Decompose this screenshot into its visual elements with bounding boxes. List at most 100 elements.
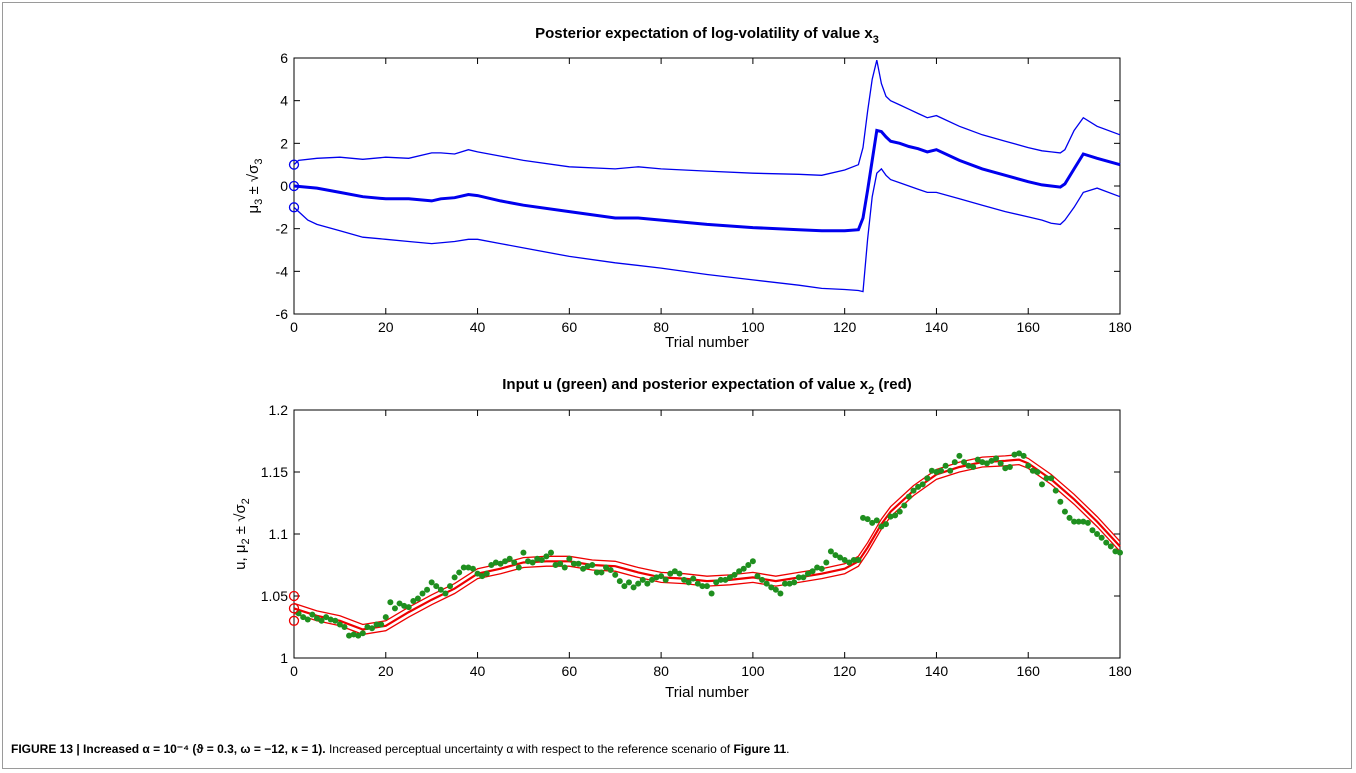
input-point bbox=[603, 564, 610, 571]
input-point bbox=[515, 564, 522, 571]
input-point bbox=[671, 568, 678, 575]
input-point bbox=[873, 517, 880, 524]
input-point bbox=[589, 562, 596, 568]
bottom-x-tick-label: 120 bbox=[833, 663, 857, 679]
input-point bbox=[905, 493, 912, 500]
input-point bbox=[855, 557, 862, 564]
top-x-tick-label: 180 bbox=[1108, 319, 1132, 335]
input-point bbox=[506, 555, 513, 562]
input-point bbox=[538, 557, 545, 564]
input-point bbox=[1006, 464, 1013, 471]
input-point bbox=[566, 555, 573, 562]
input-point bbox=[639, 576, 646, 583]
input-point bbox=[928, 467, 935, 474]
input-point bbox=[580, 565, 587, 572]
figure-caption: FIGURE 13 | Increased α = 10⁻⁴ (ϑ = 0.3,… bbox=[11, 742, 789, 756]
input-point bbox=[887, 513, 894, 520]
input-point bbox=[993, 455, 1000, 462]
input-point bbox=[313, 615, 320, 622]
bottom-x-tick-label: 0 bbox=[290, 663, 298, 679]
input-point bbox=[951, 459, 958, 466]
input-point bbox=[1084, 519, 1091, 526]
input-point bbox=[736, 568, 743, 575]
input-point bbox=[749, 558, 756, 565]
input-point bbox=[759, 576, 766, 583]
input-point bbox=[570, 560, 577, 567]
input-point bbox=[837, 554, 844, 561]
bottom-x-tick-label: 80 bbox=[653, 663, 669, 679]
input-point bbox=[419, 590, 426, 597]
input-point bbox=[1117, 549, 1123, 556]
input-point bbox=[1043, 475, 1050, 482]
input-point bbox=[1011, 451, 1018, 458]
input-point bbox=[1098, 534, 1105, 541]
bottom-plot-area bbox=[293, 409, 1121, 659]
bottom-x-tick-label: 180 bbox=[1108, 663, 1132, 679]
input-point bbox=[974, 456, 981, 463]
input-point bbox=[800, 574, 807, 581]
input-point bbox=[575, 560, 582, 567]
input-point bbox=[391, 605, 398, 612]
input-point bbox=[938, 467, 945, 474]
input-point bbox=[469, 565, 476, 572]
input-point bbox=[1020, 452, 1027, 459]
bottom-chart-title: Input u (green) and posterior expectatio… bbox=[502, 376, 912, 397]
input-point bbox=[658, 573, 665, 580]
input-point bbox=[653, 574, 660, 581]
top-y-axis-label: μ3 ± √σ3 bbox=[245, 159, 265, 214]
input-point bbox=[557, 560, 564, 567]
top-x-tick-label: 140 bbox=[925, 319, 949, 335]
input-point bbox=[332, 617, 339, 624]
top-y-tick-label: -2 bbox=[276, 221, 289, 237]
input-point bbox=[396, 600, 403, 607]
input-point bbox=[722, 576, 729, 583]
input-point bbox=[1107, 543, 1114, 550]
input-point bbox=[924, 475, 931, 482]
input-point bbox=[1071, 518, 1078, 525]
input-point bbox=[488, 562, 495, 568]
input-point bbox=[947, 467, 954, 474]
input-point bbox=[621, 583, 628, 590]
input-point bbox=[1052, 487, 1059, 494]
input-point bbox=[662, 576, 669, 583]
input-point bbox=[694, 580, 701, 587]
top-x-tick-label: 0 bbox=[290, 319, 298, 335]
input-point bbox=[373, 621, 380, 628]
top-ticks: 0 20 40 60 80 100 120 140 160 180 -6 -4 -2 0 2 4 6 bbox=[276, 50, 1132, 335]
input-point bbox=[410, 597, 417, 604]
top-y-tick-label: 2 bbox=[280, 135, 288, 151]
input-point bbox=[713, 579, 720, 586]
input-point bbox=[919, 481, 926, 488]
bottom-y-tick-label: 1.05 bbox=[261, 588, 288, 604]
input-point bbox=[534, 555, 541, 562]
input-point bbox=[529, 559, 536, 566]
input-point bbox=[1080, 518, 1087, 525]
input-point bbox=[1112, 548, 1119, 555]
bottom-initial-marker bbox=[288, 615, 300, 626]
top-x-tick-label: 80 bbox=[653, 319, 669, 335]
input-point bbox=[1002, 465, 1009, 472]
input-point bbox=[607, 566, 614, 573]
input-point bbox=[318, 617, 325, 624]
input-point bbox=[543, 553, 550, 560]
input-point bbox=[428, 579, 435, 586]
input-point bbox=[708, 590, 715, 597]
input-point bbox=[401, 602, 408, 609]
input-point bbox=[896, 508, 903, 515]
input-point bbox=[625, 579, 632, 586]
top-x-tick-label: 120 bbox=[833, 319, 857, 335]
input-point bbox=[979, 459, 986, 466]
input-point bbox=[520, 549, 527, 556]
input-point bbox=[648, 576, 655, 583]
top-plot-area bbox=[293, 57, 1121, 315]
input-point bbox=[901, 502, 908, 509]
input-point bbox=[336, 621, 343, 628]
top-chart-title: Posterior expectation of log-volatility … bbox=[535, 25, 879, 46]
caption-figure-ref[interactable]: Figure 11 bbox=[733, 742, 787, 756]
input-point bbox=[364, 624, 371, 630]
input-point bbox=[447, 583, 454, 590]
top-y-tick-label: -6 bbox=[276, 306, 289, 322]
input-point bbox=[437, 586, 444, 593]
input-point bbox=[1103, 539, 1110, 546]
